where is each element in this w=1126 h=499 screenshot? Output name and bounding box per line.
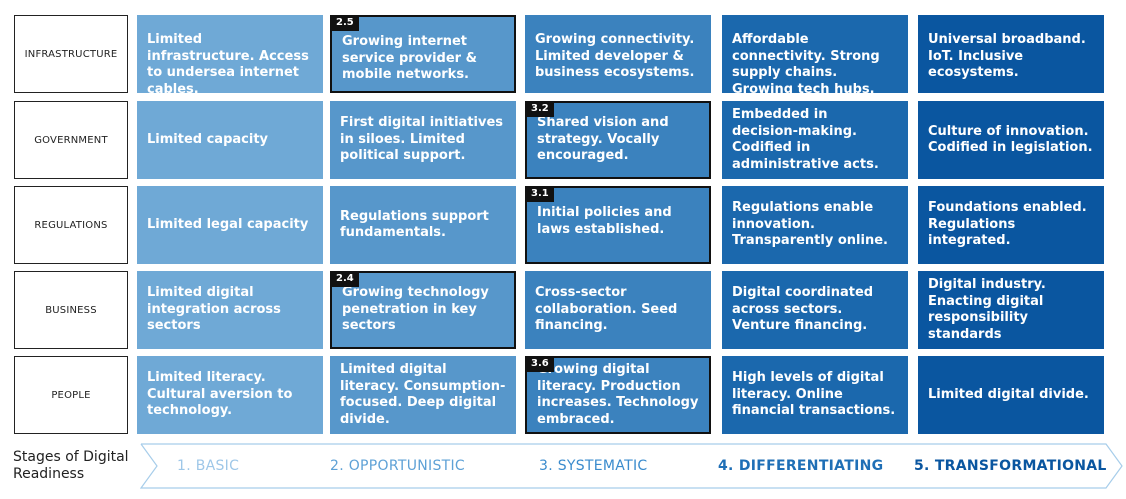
cell-regulations-basic: Limited legal capacity	[137, 186, 323, 264]
cell-government-systematic: 3.2 Shared vision and strategy. Vocally …	[525, 101, 711, 179]
cell-infrastructure-transformational: Universal broadband. IoT. Inclusive ecos…	[918, 15, 1104, 93]
cell-text: First digital initiatives in siloes. Lim…	[340, 115, 504, 164]
row-label-government: GOVERNMENT	[14, 101, 128, 179]
row-label-people: PEOPLE	[14, 356, 128, 434]
stages-arrow-icon	[140, 443, 1123, 489]
stage-opportunistic: 2. OPPORTUNISTIC	[330, 458, 465, 474]
cell-text: Growing digital literacy. Production inc…	[537, 362, 699, 427]
cell-text: Growing connectivity. Limited developer …	[535, 32, 695, 80]
cell-people-transformational: Limited digital divide.	[918, 356, 1104, 434]
cell-text: High levels of digital literacy. Online …	[732, 370, 896, 419]
cell-text: Culture of innovation. Codified in legis…	[928, 123, 1093, 156]
stage-systematic: 3. SYSTEMATIC	[539, 458, 648, 474]
cell-text: Limited capacity	[147, 131, 269, 147]
cell-infrastructure-differentiating: Affordable connectivity. Strong supply c…	[722, 15, 908, 97]
cell-people-differentiating: High levels of digital literacy. Online …	[722, 356, 908, 434]
cell-text: Limited legal capacity	[147, 216, 309, 232]
cell-government-transformational: Culture of innovation. Codified in legis…	[918, 101, 1104, 179]
row-label-regulations: REGULATIONS	[14, 186, 128, 264]
cell-text: Limited digital literacy. Consumption-fo…	[340, 362, 506, 427]
score-badge: 2.5	[331, 16, 359, 31]
cell-people-systematic: 3.6 Growing digital literacy. Production…	[525, 356, 711, 434]
cell-text: Affordable connectivity. Strong supply c…	[732, 32, 880, 97]
cell-text: Foundations enabled. Regulations integra…	[928, 200, 1087, 249]
cell-government-basic: Limited capacity	[137, 101, 323, 179]
score-badge: 3.1	[526, 187, 554, 202]
cell-people-opportunistic: Limited digital literacy. Consumption-fo…	[330, 356, 516, 434]
stage-basic: 1. BASIC	[177, 458, 240, 474]
cell-infrastructure-basic: Limited infrastructure. Access to unders…	[137, 15, 323, 97]
score-badge: 3.2	[526, 102, 554, 117]
cell-text: Shared vision and strategy. Vocally enco…	[537, 115, 669, 164]
row-label-business: BUSINESS	[14, 271, 128, 349]
stage-transformational: 5. TRANSFORMATIONAL	[914, 458, 1107, 474]
cell-text: Universal broadband. IoT. Inclusive ecos…	[928, 32, 1086, 80]
cell-text: Growing technology penetration in key se…	[342, 285, 489, 334]
cell-text: Limited literacy. Cultural aversion to t…	[147, 370, 293, 419]
cell-infrastructure-systematic: Growing connectivity. Limited developer …	[525, 15, 711, 93]
cell-text: Limited digital divide.	[928, 386, 1089, 402]
stage-differentiating: 4. DIFFERENTIATING	[718, 458, 884, 474]
row-label-infrastructure: INFRASTRUCTURE	[14, 15, 128, 93]
cell-government-differentiating: Embedded in decision-making. Codified in…	[722, 101, 908, 179]
cell-business-opportunistic: 2.4 Growing technology penetration in ke…	[330, 271, 516, 349]
cell-government-opportunistic: First digital initiatives in siloes. Lim…	[330, 101, 516, 179]
score-badge: 3.6	[526, 357, 554, 372]
cell-regulations-opportunistic: Regulations support fundamentals.	[330, 186, 516, 264]
cell-text: Digital industry. Enacting digital respo…	[928, 277, 1046, 342]
score-badge: 2.4	[331, 272, 359, 287]
cell-business-transformational: Digital industry. Enacting digital respo…	[918, 271, 1104, 349]
cell-people-basic: Limited literacy. Cultural aversion to t…	[137, 356, 323, 434]
cell-text: Embedded in decision-making. Codified in…	[732, 107, 879, 172]
cell-text: Cross-sector collaboration. Seed financi…	[535, 285, 678, 334]
cell-text: Initial policies and laws established.	[537, 205, 672, 237]
cell-regulations-differentiating: Regulations enable innovation. Transpare…	[722, 186, 908, 264]
stages-axis-label: Stages of Digital Readiness	[13, 449, 129, 482]
cell-text: Regulations support fundamentals.	[340, 208, 489, 241]
cell-regulations-systematic: 3.1 Initial policies and laws establishe…	[525, 186, 711, 264]
cell-text: Limited infrastructure. Access to unders…	[147, 32, 309, 97]
cell-business-systematic: Cross-sector collaboration. Seed financi…	[525, 271, 711, 349]
cell-regulations-transformational: Foundations enabled. Regulations integra…	[918, 186, 1104, 264]
cell-text: Limited digital integration across secto…	[147, 285, 281, 334]
cell-infrastructure-opportunistic: 2.5 Growing internet service provider & …	[330, 15, 516, 93]
cell-text: Digital coordinated across sectors. Vent…	[732, 285, 874, 334]
cell-text: Regulations enable innovation. Transpare…	[732, 200, 888, 249]
cell-text: Growing internet service provider & mobi…	[342, 34, 477, 82]
cell-business-basic: Limited digital integration across secto…	[137, 271, 323, 349]
cell-business-differentiating: Digital coordinated across sectors. Vent…	[722, 271, 908, 349]
